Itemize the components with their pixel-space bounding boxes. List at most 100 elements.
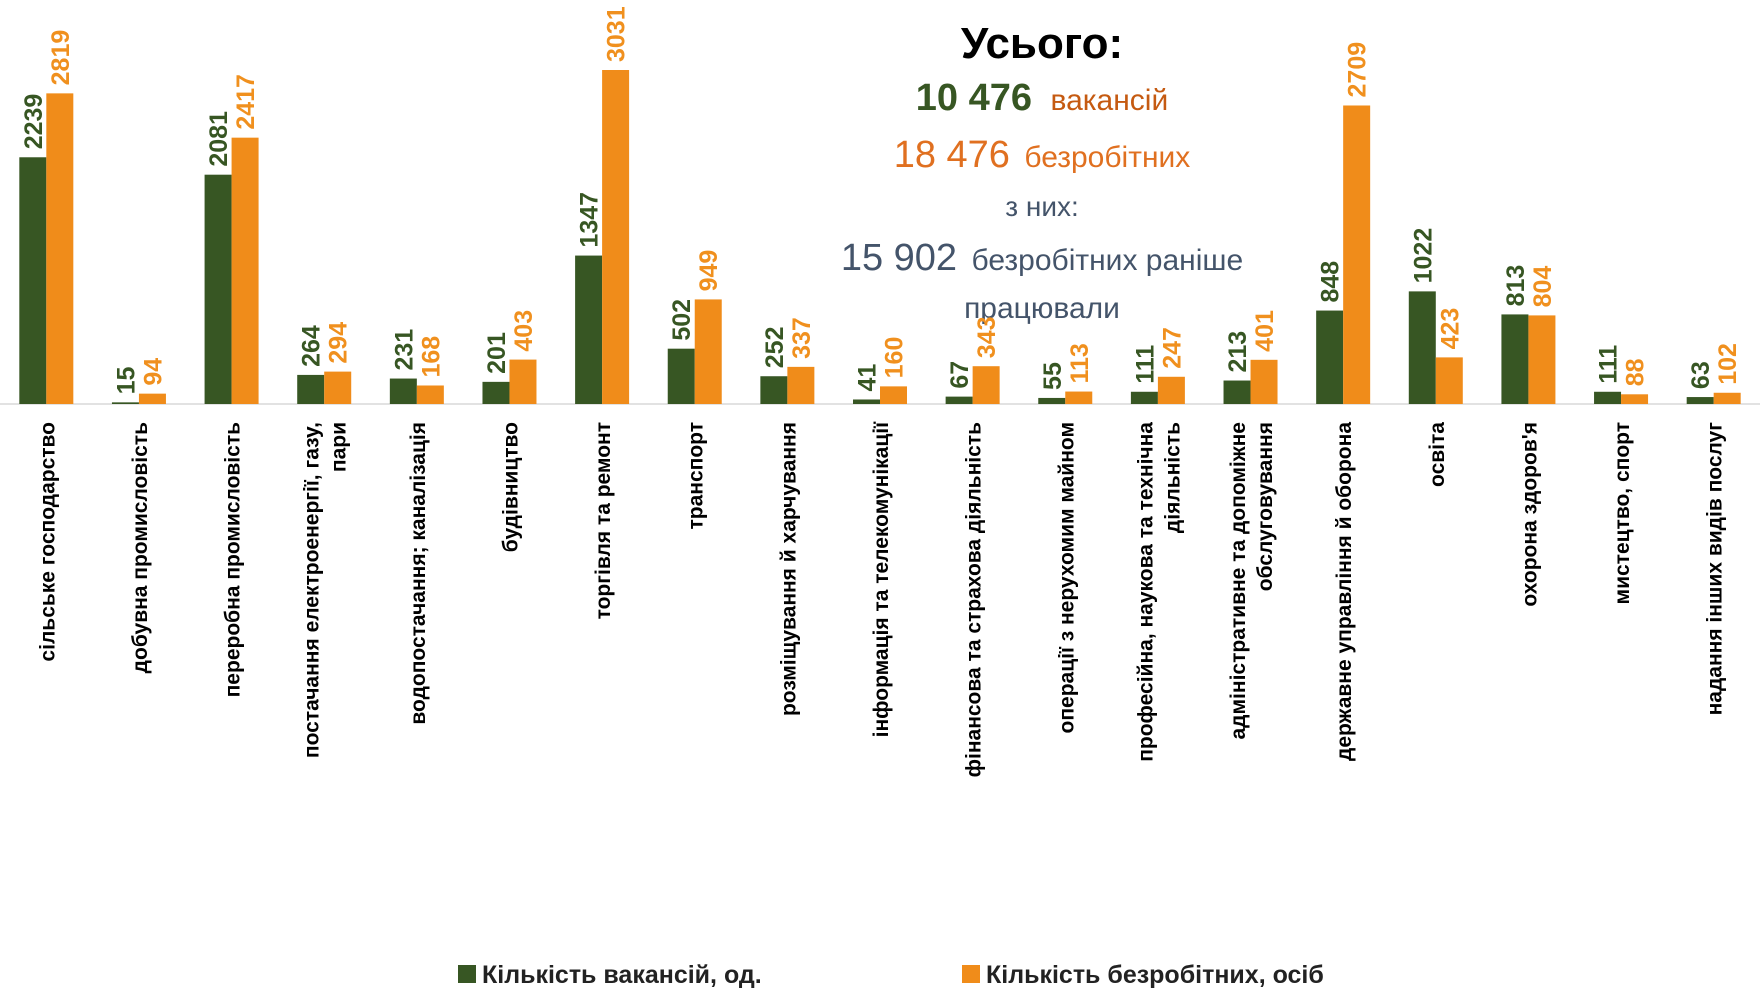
bar — [204, 174, 232, 404]
value-label: 41 — [854, 364, 882, 392]
bar — [1157, 376, 1185, 404]
bar — [1408, 291, 1436, 404]
bar — [1343, 105, 1371, 405]
x-tick-label: переробна промисловість — [222, 422, 245, 697]
x-tick-label: сільське господарство — [36, 422, 59, 662]
bar — [1435, 357, 1463, 404]
value-label: 502 — [668, 299, 696, 341]
bar — [1065, 391, 1093, 404]
value-label: 294 — [325, 322, 353, 364]
value-label: 102 — [1714, 343, 1742, 385]
total-value: 18 476 — [894, 134, 1010, 176]
bar — [1250, 359, 1278, 404]
value-label: 264 — [298, 325, 326, 367]
bar — [945, 396, 973, 404]
bar — [760, 376, 788, 404]
bar — [1621, 394, 1649, 404]
value-label: 2239 — [20, 94, 48, 150]
x-tick-label: надання інших видів послуг — [1704, 422, 1727, 716]
value-label: 231 — [390, 329, 418, 371]
legend-label: Кількість вакансій, од. — [482, 961, 762, 989]
value-label: 67 — [946, 361, 974, 389]
value-label: 201 — [483, 332, 511, 374]
value-label: 252 — [761, 327, 789, 369]
bar — [853, 399, 880, 404]
total-unemployed: 18 476 безробітних — [894, 134, 1191, 176]
total-value: 10 476 — [916, 77, 1032, 119]
bar — [1686, 397, 1714, 404]
bar — [482, 381, 510, 404]
x-tick-label: охорона здоров'я — [1518, 422, 1541, 607]
legend-label: Кількість безробітних, осіб — [986, 961, 1324, 989]
x-tick-label: будівництво — [499, 422, 522, 552]
x-tick-label: фінансова та страхова діяльність — [963, 422, 986, 777]
x-tick-label: транспорт — [685, 422, 708, 530]
value-label: 88 — [1622, 358, 1650, 386]
bar — [46, 93, 74, 404]
x-tick-label: діяльність — [1161, 422, 1184, 533]
bar — [1594, 391, 1622, 404]
x-tick-label: інформація та телекомунікації — [870, 421, 893, 737]
total-value: 15 902 — [841, 237, 957, 279]
total-previously-worked: 15 902 безробітних раніше — [841, 237, 1243, 279]
bar — [19, 157, 47, 404]
value-label: 111 — [1595, 345, 1623, 384]
total-label: безробітних — [1024, 141, 1190, 174]
value-label: 213 — [1224, 331, 1252, 373]
x-tick-label: торгівля та ремонт — [592, 422, 615, 619]
total-label: працювали — [964, 292, 1120, 325]
value-label: 337 — [788, 317, 816, 359]
value-label: 401 — [1251, 310, 1279, 352]
x-tick-label: добувна промисловість — [129, 422, 152, 673]
value-label: 403 — [510, 310, 538, 352]
value-label: 55 — [1039, 362, 1067, 390]
value-label: 343 — [973, 316, 1001, 358]
value-label: 423 — [1436, 308, 1464, 350]
x-tick-label: операції з нерухомим майном — [1055, 422, 1078, 733]
x-tick-label: мистецтво, спорт — [1611, 422, 1634, 604]
legend-swatch — [458, 965, 476, 983]
value-label: 113 — [1066, 343, 1094, 383]
value-label: 848 — [1317, 261, 1345, 303]
legend: Кількість вакансій, од. Кількість безробі… — [458, 961, 1324, 989]
bar — [1528, 315, 1556, 404]
bar — [787, 366, 815, 404]
bar — [880, 386, 907, 404]
x-tick-label: адміністративне та допоміжне — [1227, 422, 1250, 739]
total-label: безробітних раніше — [972, 244, 1244, 277]
bar — [1223, 380, 1251, 404]
x-tick-label: державне управління й оборона — [1333, 422, 1356, 761]
value-label: 168 — [417, 336, 445, 378]
bar — [575, 255, 603, 404]
bar — [1038, 397, 1066, 404]
x-tick-label: освіта — [1426, 422, 1449, 487]
value-label: 15 — [112, 366, 140, 394]
value-label: 1347 — [576, 192, 604, 248]
bar — [602, 70, 630, 404]
total-heading: Усього: — [961, 19, 1123, 68]
value-label: 2709 — [1344, 42, 1372, 98]
value-label: 2417 — [232, 74, 260, 130]
bar — [972, 366, 1000, 404]
of-them: з них: — [1005, 191, 1079, 222]
total-label: вакансій — [1050, 84, 1168, 117]
value-label: 63 — [1687, 361, 1715, 389]
bar — [1713, 392, 1741, 404]
bar — [1501, 314, 1529, 404]
x-tick-label: постачання електроенергії, газу, — [301, 422, 324, 758]
value-label: 813 — [1502, 265, 1530, 307]
bar — [1130, 391, 1158, 404]
value-label: 1022 — [1409, 228, 1437, 284]
value-label: 111 — [1131, 345, 1159, 384]
value-label: 94 — [139, 358, 167, 386]
bar — [389, 378, 417, 404]
legend-swatch — [962, 965, 980, 983]
total-vacancies: 10 476 вакансій — [916, 77, 1168, 119]
x-tick-label: пари — [328, 422, 351, 472]
x-tick-label: обслуговування — [1254, 422, 1277, 591]
value-label: 3031 — [603, 6, 631, 62]
x-tick-label: професійна, наукова та технічна — [1134, 422, 1157, 762]
bar — [1316, 310, 1344, 404]
bar — [231, 137, 259, 404]
